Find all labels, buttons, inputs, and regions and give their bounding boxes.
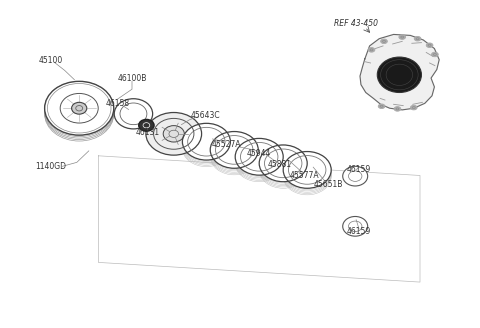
Ellipse shape — [343, 166, 368, 186]
Text: REF 43-450: REF 43-450 — [334, 19, 378, 28]
Text: 46158: 46158 — [106, 99, 130, 109]
Ellipse shape — [259, 145, 307, 182]
Circle shape — [378, 104, 385, 109]
Text: 45577A: 45577A — [290, 171, 320, 180]
Text: 1140GD: 1140GD — [35, 162, 66, 171]
Ellipse shape — [45, 81, 114, 135]
Ellipse shape — [163, 126, 184, 142]
Ellipse shape — [283, 152, 331, 188]
Circle shape — [432, 52, 438, 57]
Circle shape — [381, 39, 387, 44]
Text: 46159: 46159 — [347, 227, 371, 236]
Circle shape — [410, 105, 417, 110]
Text: 45881: 45881 — [267, 160, 291, 170]
Circle shape — [426, 43, 433, 48]
Ellipse shape — [72, 102, 87, 114]
Circle shape — [368, 48, 375, 52]
Ellipse shape — [139, 119, 154, 131]
Text: 45643C: 45643C — [191, 111, 220, 120]
Text: 45651B: 45651B — [313, 180, 343, 190]
Ellipse shape — [114, 99, 153, 129]
Ellipse shape — [343, 216, 368, 236]
Text: 46131: 46131 — [136, 128, 160, 137]
Ellipse shape — [146, 113, 202, 155]
Text: 45944: 45944 — [247, 149, 271, 158]
Ellipse shape — [182, 123, 230, 160]
Circle shape — [399, 35, 406, 39]
Ellipse shape — [377, 57, 421, 92]
Text: 46159: 46159 — [347, 165, 371, 174]
Circle shape — [414, 36, 421, 41]
Text: 45527A: 45527A — [212, 140, 241, 149]
Polygon shape — [360, 34, 439, 110]
Ellipse shape — [235, 138, 283, 175]
Text: 46100B: 46100B — [117, 73, 147, 83]
Ellipse shape — [210, 132, 258, 168]
Text: 45100: 45100 — [38, 56, 62, 65]
Circle shape — [394, 107, 401, 111]
